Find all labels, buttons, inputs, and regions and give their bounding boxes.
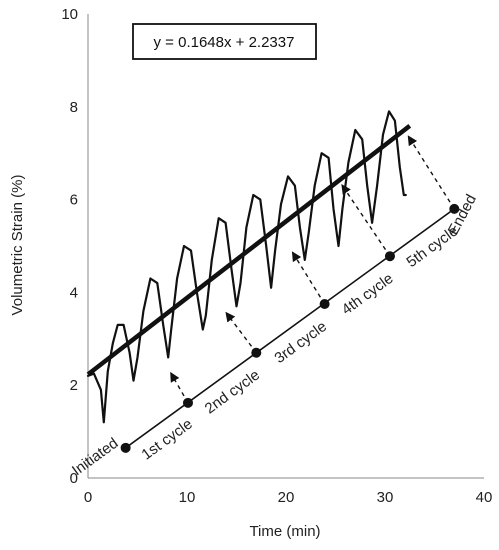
- x-tick-label: 0: [84, 489, 92, 506]
- y-tick-label: 10: [61, 6, 78, 23]
- x-axis-label: Time (min): [249, 523, 320, 540]
- cycle-arrows: [170, 135, 455, 404]
- cycle-marker: [120, 442, 131, 453]
- cycle-arrow: [341, 184, 391, 257]
- y-tick-label: 8: [70, 99, 78, 116]
- cycle-label: 4th cycle: [339, 270, 397, 319]
- x-tick-label: 40: [476, 489, 493, 506]
- y-tick-label: 0: [70, 470, 78, 487]
- cycle-label: 1st cycle: [139, 415, 196, 463]
- trendline-group: [86, 124, 412, 377]
- data-series: [86, 110, 407, 424]
- equation-box: y = 0.1648x + 2.2337: [132, 23, 317, 60]
- cycle-arrow: [225, 311, 257, 354]
- tick-labels: 0 10 20 30 40 0 2 4 6 8 10: [61, 6, 492, 506]
- cycle-label-ended: Ended: [445, 192, 480, 238]
- x-tick-label: 20: [278, 489, 295, 506]
- cycle-axis-line: [125, 208, 455, 449]
- y-tick-label: 2: [70, 377, 78, 394]
- cycle-arrow: [170, 371, 189, 404]
- x-tick-label: 10: [179, 489, 196, 506]
- strain-series-line: [86, 110, 407, 424]
- trendline: [86, 124, 412, 377]
- axis-labels: Time (min) Volumetric Strain (%): [9, 175, 321, 540]
- cycle-arrow: [291, 251, 326, 305]
- equation-box-frame: [132, 23, 317, 60]
- cycle-label: Initiated: [69, 435, 121, 480]
- y-axis-label: Volumetric Strain (%): [9, 175, 26, 316]
- cycle-label: 3rd cycle: [271, 318, 330, 367]
- y-tick-label: 6: [70, 192, 78, 209]
- x-tick-label: 30: [377, 489, 394, 506]
- cycle-label: 2nd cycle: [202, 366, 263, 417]
- cycle-arrow: [407, 135, 455, 210]
- y-tick-label: 4: [70, 284, 78, 301]
- chart-axes: [87, 14, 484, 479]
- trendline-equation: y = 0.1648x + 2.2337: [154, 34, 295, 51]
